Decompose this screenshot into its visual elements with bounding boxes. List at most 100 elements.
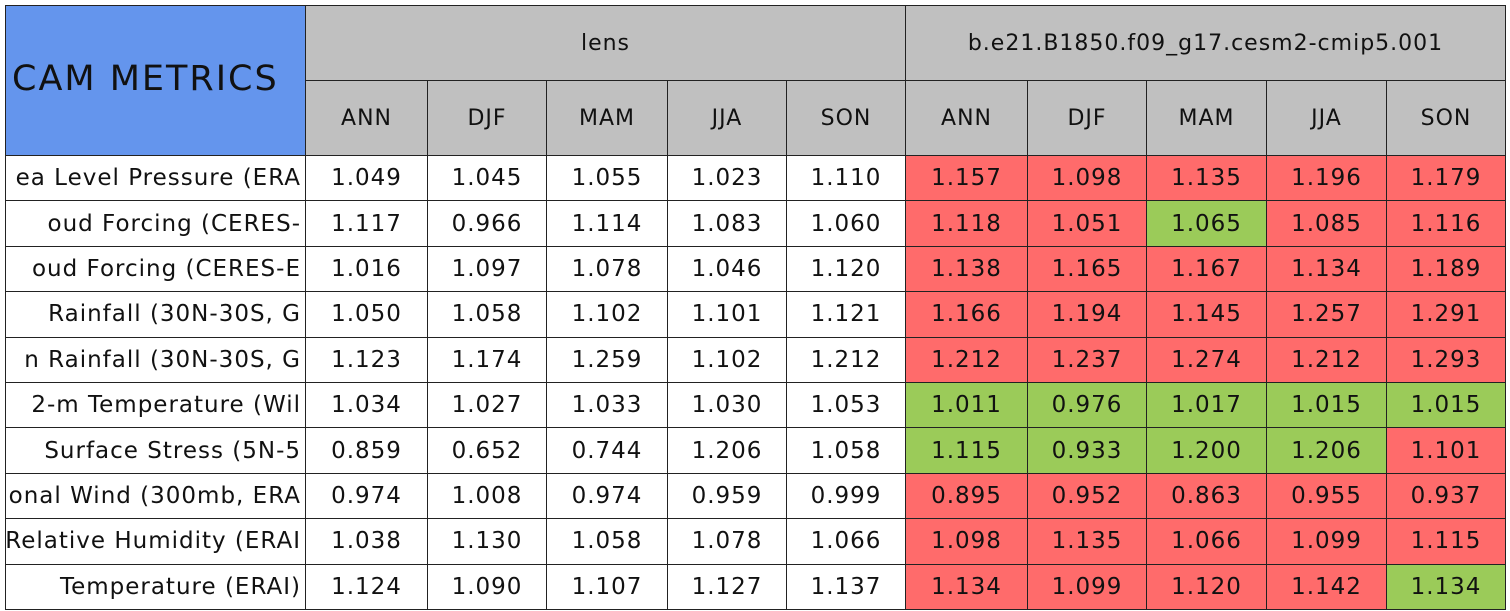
cell-text: 1.196 [1291,165,1362,192]
cell-text: 1.212 [810,346,882,373]
cell-text: 1.097 [451,255,523,282]
value-cell: 1.046 [667,245,787,293]
value-cell: 0.933 [1027,427,1147,474]
value-cell: 1.038 [305,518,428,565]
cell-text: 1.157 [931,165,1002,192]
cell-text: 1.023 [691,165,763,192]
cell-text: SON [820,105,872,131]
cell-text: JJA [711,105,743,131]
cell-text: 1.138 [931,255,1002,282]
cell-text: 1.212 [1291,346,1362,373]
cell-text: 1.008 [451,482,523,509]
cell-text: 1.102 [571,301,643,328]
value-cell: 1.101 [667,291,787,338]
value-cell: 1.137 [786,563,906,610]
value-cell: 1.008 [427,472,547,520]
cell-text: 1.257 [1291,301,1362,328]
value-cell: 1.134 [1386,563,1506,610]
cell-text: 1.274 [1171,346,1242,373]
cell-text: onal Wind (300mb, ERA [8,482,301,509]
cell-text: 1.124 [331,573,402,600]
value-cell: 1.107 [546,563,668,610]
value-cell: 1.051 [1027,200,1147,247]
value-cell: 1.050 [305,291,428,338]
cell-text: 0.859 [331,437,402,464]
cell-text: 1.237 [1051,346,1123,373]
cell-text: 1.099 [1051,573,1123,600]
cell-text: 1.101 [691,301,763,328]
cell-text: Rainfall (30N-30S, G [48,301,301,328]
cell-text: 1.115 [1410,528,1482,555]
row-label: Relative Humidity (ERAI [5,518,306,565]
cell-text: 0.955 [1291,482,1362,509]
value-cell: 1.127 [667,563,787,610]
season-header: ANN [305,80,428,156]
cell-text: 1.051 [1051,210,1123,237]
cell-text: b.e21.B1850.f09_g17.cesm2-cmip5.001 [967,30,1444,56]
cell-text: 1.291 [1410,301,1482,328]
season-header: SON [786,80,906,156]
cell-text: 1.293 [1410,346,1482,373]
value-cell: 1.110 [786,155,906,202]
value-cell: 1.015 [1386,382,1506,429]
value-cell: 1.033 [546,382,668,429]
cell-text: 1.200 [1171,437,1242,464]
cell-text: 1.107 [571,573,643,600]
cell-text: 1.130 [451,528,523,555]
cell-text: MAM [1178,105,1235,131]
cell-text: 1.011 [931,392,1002,419]
cell-text: 1.099 [1291,528,1362,555]
cell-text: 1.212 [931,346,1002,373]
cell-text: 0.959 [691,482,763,509]
cell-text: 1.166 [931,301,1002,328]
cell-text: 1.121 [810,301,882,328]
cell-text: 0.952 [1051,482,1123,509]
cell-text: MAM [578,105,635,131]
cell-text: 1.027 [451,392,523,419]
cell-text: 0.895 [931,482,1002,509]
cell-text: 1.114 [571,210,643,237]
value-cell: 1.200 [1146,427,1267,474]
value-cell: 1.134 [905,563,1028,610]
cell-text: 1.034 [331,392,402,419]
cell-text: 1.259 [571,346,643,373]
value-cell: 1.030 [667,382,787,429]
cell-text: 1.085 [1291,210,1362,237]
cell-text: 1.142 [1291,573,1362,600]
value-cell: 1.078 [546,245,668,293]
cell-text: 1.134 [1410,573,1482,600]
value-cell: 1.123 [305,336,428,383]
value-cell: 1.027 [427,382,547,429]
value-cell: 1.058 [786,427,906,474]
cell-text: 1.078 [571,255,643,282]
cell-text: 1.045 [451,165,523,192]
value-cell: 1.145 [1146,291,1267,338]
cell-text: JJA [1311,105,1342,131]
cell-text: 1.206 [691,437,763,464]
value-cell: 1.085 [1266,200,1387,247]
row-label: onal Wind (300mb, ERA [5,472,306,520]
value-cell: 1.049 [305,155,428,202]
cell-text: 0.966 [451,210,523,237]
value-cell: 1.066 [1146,518,1267,565]
cell-text: 2-m Temperature (Wil [31,392,301,419]
value-cell: 1.099 [1266,518,1387,565]
value-cell: 1.212 [1266,336,1387,383]
value-cell: 1.058 [427,291,547,338]
cell-text: Relative Humidity (ERAI [5,528,301,555]
cell-text: 0.863 [1171,482,1242,509]
value-cell: 1.138 [905,245,1028,293]
value-cell: 1.142 [1266,563,1387,610]
value-cell: 0.959 [667,472,787,520]
group-header: b.e21.B1850.f09_g17.cesm2-cmip5.001 [905,5,1506,81]
value-cell: 1.194 [1027,291,1147,338]
value-cell: 0.744 [546,427,668,474]
value-cell: 1.066 [786,518,906,565]
cell-text: 0.976 [1051,392,1123,419]
value-cell: 0.652 [427,427,547,474]
cell-text: 1.206 [1291,437,1362,464]
value-cell: 1.257 [1266,291,1387,338]
cell-text: oud Forcing (CERES-E [31,255,301,282]
value-cell: 1.016 [305,245,428,293]
